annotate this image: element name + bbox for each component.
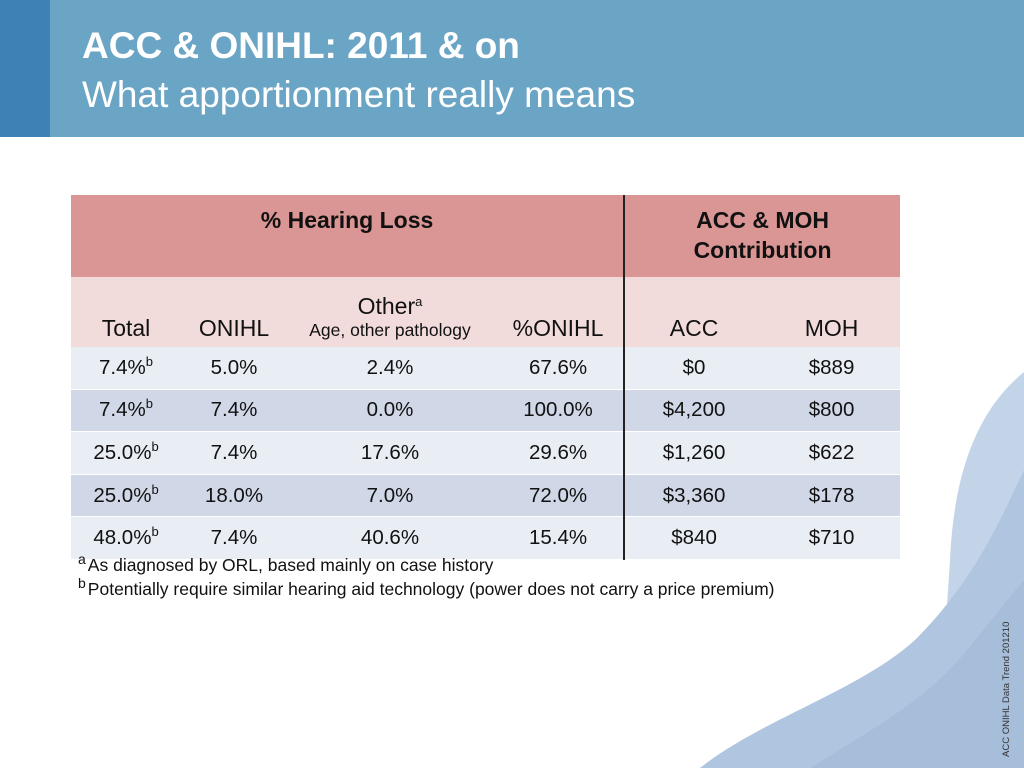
cell-pct-onihl: 72.0% [493,474,625,518]
cell-acc: $3,360 [623,474,764,518]
cell-other: 0.0% [287,389,493,433]
footnotes: a As diagnosed by ORL, based mainly on ca… [78,551,775,601]
group-contribution-label: ACC & MOH Contribution [693,207,832,263]
col-other-sub: Age, other pathology [309,320,471,340]
footnote-b: b Potentially require similar hearing aid… [78,575,775,601]
header-accent [0,0,50,137]
table-row: 7.4%b 5.0% 2.4% 67.6% $0 $889 [71,347,901,390]
cell-total: 48.0%b [71,516,181,560]
cell-onihl: 5.0% [181,347,287,390]
footnote-a-marker: a [78,551,86,567]
cell-pct-onihl: 29.6% [493,431,625,475]
cell-onihl: 7.4% [181,431,287,475]
table-row: 25.0%b 18.0% 7.0% 72.0% $3,360 $178 [71,474,901,518]
group-header-row: % Hearing Loss ACC & MOH Contribution [71,195,901,277]
cell-total-value: 48.0% [93,526,152,550]
col-pct-onihl: %ONIHL [493,277,625,347]
footnote-marker-b: b [151,438,159,454]
footnote-a-text: As diagnosed by ORL, based mainly on cas… [87,555,494,575]
cell-moh: $622 [763,431,901,475]
table-row: 7.4%b 7.4% 0.0% 100.0% $4,200 $800 [71,389,901,433]
apportionment-table-container: % Hearing Loss ACC & MOH Contribution To… [71,195,901,560]
col-onihl: ONIHL [181,277,287,347]
col-moh: MOH [763,277,901,347]
footnote-b-text: Potentially require similar hearing aid … [87,579,775,599]
cell-moh: $889 [763,347,901,390]
cell-total-value: 7.4% [99,355,146,379]
page-subtitle: What apportionment really means [82,74,636,115]
cell-total: 7.4%b [71,347,181,390]
footnote-marker-a: a [415,294,423,309]
footnote-marker-b: b [151,481,159,497]
col-other-label: Other [357,293,416,319]
cell-other: 17.6% [287,431,493,475]
column-header-row: Total ONIHL Othera Age, other pathology … [71,277,901,347]
footnote-b-marker: b [78,575,86,591]
cell-moh: $178 [763,474,901,518]
group-hearing-loss: % Hearing Loss [71,195,625,277]
cell-onihl: 7.4% [181,516,287,560]
cell-acc: $1,260 [623,431,764,475]
page-title: ACC & ONIHL: 2011 & on [82,25,520,66]
footnote-marker-b: b [145,353,153,369]
cell-acc: $4,200 [623,389,764,433]
cell-onihl: 18.0% [181,474,287,518]
cell-total-value: 7.4% [99,398,146,422]
cell-other: 7.0% [287,474,493,518]
col-total: Total [71,277,181,347]
cell-other: 40.6% [287,516,493,560]
cell-other: 2.4% [287,347,493,390]
header-bar: ACC & ONIHL: 2011 & on What apportionmen… [0,0,1024,137]
col-other-main: Othera [287,293,493,319]
cell-acc: $840 [623,516,764,560]
footnote-marker-b: b [151,524,159,540]
footnote-marker-b: b [145,396,153,412]
cell-total-value: 25.0% [93,440,152,464]
cell-pct-onihl: 100.0% [493,389,625,433]
footer-tag: ACC ONIHL Data Trend 201210 [1001,621,1012,757]
cell-total: 7.4%b [71,389,181,433]
apportionment-table: % Hearing Loss ACC & MOH Contribution To… [71,195,901,560]
cell-acc: $0 [623,347,764,390]
cell-pct-onihl: 15.4% [493,516,625,560]
cell-total: 25.0%b [71,431,181,475]
col-acc: ACC [623,277,764,347]
table-row: 25.0%b 7.4% 17.6% 29.6% $1,260 $622 [71,431,901,475]
cell-total: 25.0%b [71,474,181,518]
cell-moh: $710 [763,516,901,560]
table-row: 48.0%b 7.4% 40.6% 15.4% $840 $710 [71,516,901,560]
cell-onihl: 7.4% [181,389,287,433]
cell-total-value: 25.0% [93,483,152,507]
cell-moh: $800 [763,389,901,433]
cell-pct-onihl: 67.6% [493,347,625,390]
footnote-a: a As diagnosed by ORL, based mainly on ca… [78,551,775,577]
group-contribution: ACC & MOH Contribution [623,195,901,277]
col-other: Othera Age, other pathology [287,277,493,347]
